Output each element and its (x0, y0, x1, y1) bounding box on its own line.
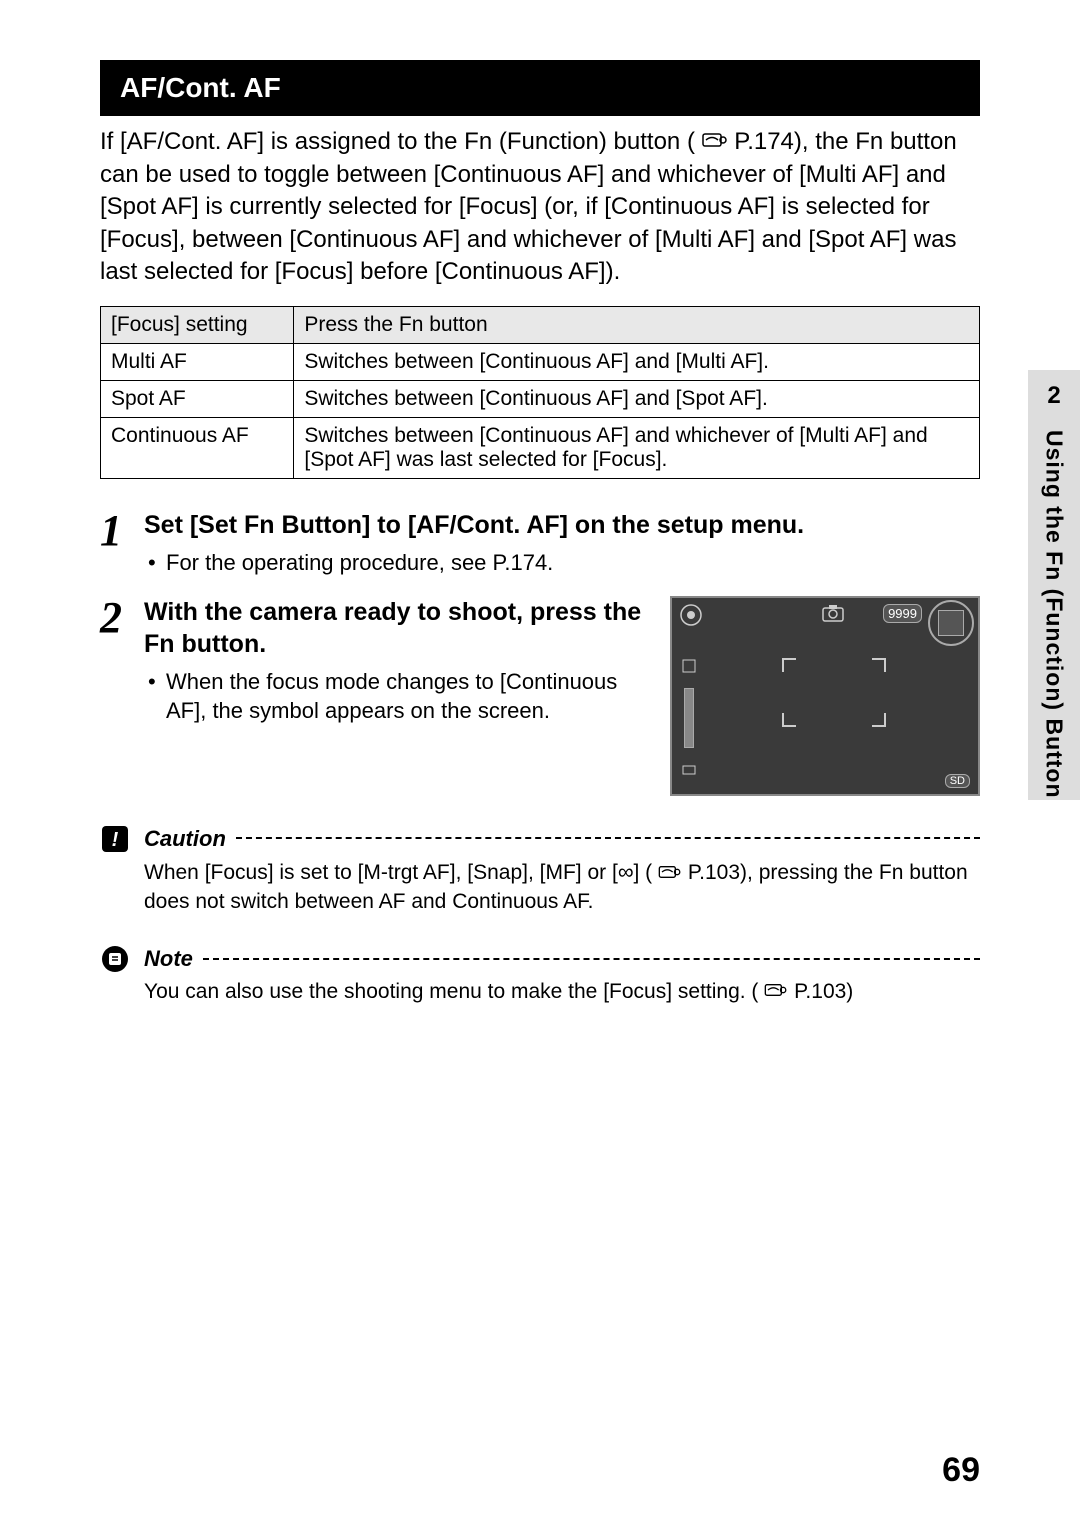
caution-icon: ! (100, 824, 130, 854)
note-title-row: Note (144, 944, 980, 974)
zoom-dial (928, 600, 974, 646)
wide-icon (681, 762, 697, 778)
infinity-icon: ∞ (618, 859, 634, 884)
focus-bracket (782, 658, 796, 672)
note-body: Note You can also use the shooting menu … (144, 944, 980, 1006)
caution-text: When [Focus] is set to [M-trgt AF], [Sna… (144, 857, 980, 916)
caution-text-b: ] ( (634, 861, 653, 884)
step-title: Set [Set Fn Button] to [AF/Cont. AF] on … (144, 509, 980, 542)
table-head-2: Press the Fn button (294, 307, 980, 344)
table-cell: Spot AF (101, 381, 294, 418)
caution-label: Caution (144, 824, 226, 854)
intro-ref1: P.174 (734, 128, 794, 155)
step-bullet: When the focus mode changes to [Continuo… (144, 667, 650, 726)
table-cell: Switches between [Continuous AF] and [Sp… (294, 381, 980, 418)
step-title: With the camera ready to shoot, press th… (144, 596, 650, 661)
note-icon (100, 944, 130, 974)
shot-count: 9999 (883, 604, 922, 623)
dash-line (236, 837, 980, 839)
note-text: You can also use the shooting menu to ma… (144, 978, 980, 1007)
caution-block: ! Caution When [Focus] is set to [M-trgt… (100, 824, 980, 917)
focus-bracket (872, 713, 886, 727)
exposure-bar (680, 658, 698, 778)
note-text-b: ) (846, 980, 853, 1003)
table-head-1: [Focus] setting (101, 307, 294, 344)
table-row: Continuous AF Switches between [Continuo… (101, 418, 980, 479)
side-tab: 2 Using the Fn (Function) Button (1028, 370, 1080, 800)
sd-card-icon: SD (945, 774, 970, 788)
step-1: 1 Set [Set Fn Button] to [AF/Cont. AF] o… (100, 509, 980, 577)
svg-text:!: ! (112, 829, 119, 851)
table-row: Spot AF Switches between [Continuous AF]… (101, 381, 980, 418)
step-bullet: For the operating procedure, see P.174. (144, 548, 980, 578)
dial-inner-icon (938, 610, 964, 636)
table-cell: Switches between [Continuous AF] and [Mu… (294, 344, 980, 381)
page-content: AF/Cont. AF If [AF/Cont. AF] is assigned… (0, 0, 1080, 1047)
caution-text-a: When [Focus] is set to [M-trgt AF], [Sna… (144, 861, 618, 884)
caution-body: Caution When [Focus] is set to [M-trgt A… (144, 824, 980, 917)
reference-icon (764, 978, 788, 1006)
af-mode-icon (680, 604, 702, 629)
note-ref: P.103 (794, 980, 846, 1003)
caution-title-row: Caution (144, 824, 980, 854)
dash-line (203, 958, 980, 960)
table-cell: Multi AF (101, 344, 294, 381)
note-label: Note (144, 944, 193, 974)
note-text-a: You can also use the shooting menu to ma… (144, 980, 758, 1003)
reference-icon (658, 860, 682, 888)
step-2-text: With the camera ready to shoot, press th… (144, 596, 650, 726)
intro-paragraph: If [AF/Cont. AF] is assigned to the Fn (… (100, 126, 980, 288)
section-header: AF/Cont. AF (100, 60, 980, 116)
camera-screen: 9999 SD (670, 596, 980, 796)
focus-table: [Focus] setting Press the Fn button Mult… (100, 306, 980, 479)
table-cell: Continuous AF (101, 418, 294, 479)
step-2: 2 With the camera ready to shoot, press … (100, 596, 980, 796)
focus-bracket (872, 658, 886, 672)
step-body: Set [Set Fn Button] to [AF/Cont. AF] on … (144, 509, 980, 577)
page-number: 69 (942, 1451, 980, 1490)
ev-icon (681, 658, 697, 674)
reference-icon (702, 126, 728, 158)
chapter-title: Using the Fn (Function) Button (1041, 430, 1068, 799)
table-row: Multi AF Switches between [Continuous AF… (101, 344, 980, 381)
table-cell: Switches between [Continuous AF] and whi… (294, 418, 980, 479)
intro-text-a: If [AF/Cont. AF] is assigned to the Fn (… (100, 128, 695, 155)
note-block: Note You can also use the shooting menu … (100, 944, 980, 1006)
camera-icon (822, 604, 844, 625)
focus-bracket (782, 713, 796, 727)
step-number: 2 (100, 596, 130, 640)
zoom-bar (684, 688, 694, 748)
chapter-number: 2 (1047, 382, 1060, 410)
caution-ref: P.103 (688, 861, 740, 884)
step-number: 1 (100, 509, 130, 553)
step-body: With the camera ready to shoot, press th… (144, 596, 980, 796)
